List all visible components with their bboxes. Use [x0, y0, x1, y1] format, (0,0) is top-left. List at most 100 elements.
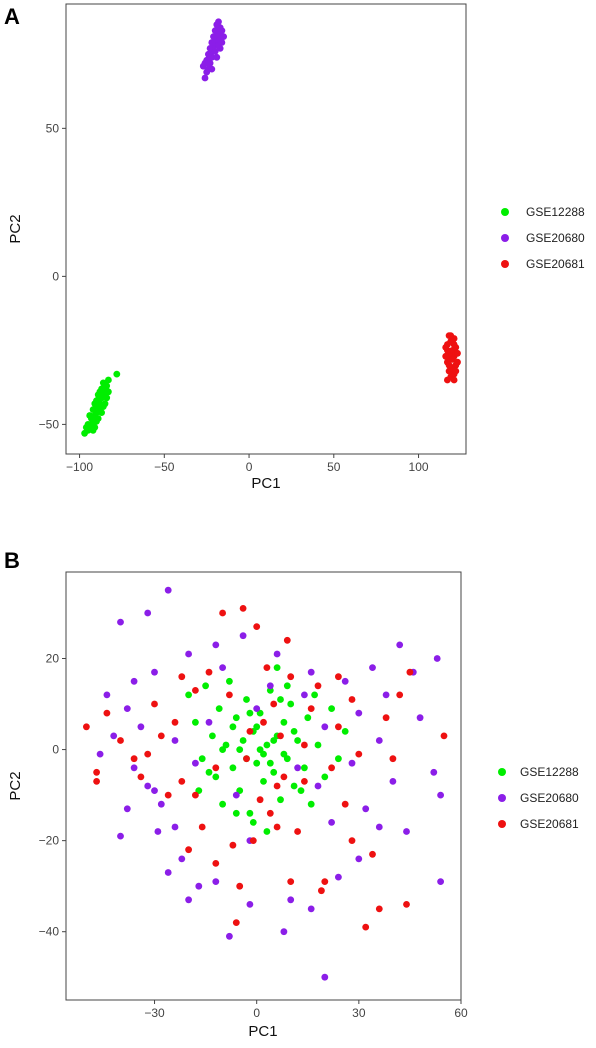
legend-swatch-a-0 — [501, 208, 509, 216]
point-gse12288-23 — [86, 412, 94, 419]
point-gse20681-17 — [226, 691, 233, 699]
point-gse20681-28 — [447, 332, 455, 339]
point-gse20680-24 — [215, 42, 222, 49]
point-gse12288-48 — [229, 723, 237, 731]
panel-label-b: B — [4, 548, 20, 573]
point-gse20680-26 — [185, 650, 193, 658]
point-gse20680-38 — [355, 709, 363, 717]
point-gse12288-17 — [253, 759, 261, 767]
point-gse12288-4 — [209, 732, 216, 740]
point-gse12288-42 — [253, 723, 261, 731]
legend-item-b-1: GSE20680 — [498, 791, 579, 805]
point-gse20680-46 — [355, 855, 363, 863]
legend-item-a-2: GSE20681 — [501, 257, 585, 271]
point-gse20681-30 — [270, 700, 278, 708]
point-gse20680-9 — [96, 750, 104, 758]
point-gse20681-10 — [178, 673, 186, 681]
point-gse20680-0 — [164, 586, 172, 594]
point-gse20681-61 — [212, 764, 220, 772]
legend-label-b-0: GSE12288 — [520, 765, 579, 779]
point-gse20681-29 — [266, 809, 274, 817]
point-gse12288-33 — [314, 741, 322, 749]
point-gse12288-14 — [243, 696, 250, 703]
point-gse20680-37 — [416, 714, 424, 722]
point-gse20681-44 — [341, 800, 349, 808]
point-gse12288-41 — [236, 746, 244, 753]
legend-swatch-b-2 — [498, 820, 506, 828]
point-gse12288-59 — [311, 691, 318, 699]
point-gse12288-15 — [246, 809, 254, 817]
point-gse20681-46 — [355, 750, 363, 758]
point-gse20681-56 — [157, 732, 165, 740]
point-gse20680-1 — [144, 609, 152, 617]
point-gse20680-30 — [307, 668, 315, 676]
point-gse12288-53 — [290, 728, 298, 735]
point-gse20681-22 — [243, 755, 250, 763]
x-tick-label-a-3: 50 — [327, 460, 341, 474]
point-gse20680-57 — [171, 737, 179, 744]
x-tick-label-b-2: 30 — [352, 1006, 366, 1020]
point-gse20680-33 — [396, 641, 404, 649]
point-gse20681-18 — [229, 841, 237, 849]
point-gse20680-25 — [218, 27, 226, 34]
point-gse20681-57 — [144, 750, 152, 758]
plot-frame-a — [65, 3, 467, 455]
point-gse20680-54 — [253, 705, 261, 712]
point-gse12288-40 — [273, 664, 281, 671]
scatter-points-b — [83, 586, 448, 981]
point-gse12288-10 — [229, 764, 237, 772]
point-gse20681-43 — [335, 723, 342, 731]
point-gse12288-22 — [270, 768, 278, 776]
point-gse20681-51 — [389, 755, 397, 763]
point-gse20680-11 — [208, 39, 216, 46]
point-gse20680-24 — [280, 928, 288, 936]
y-tick-label-b-3: 20 — [46, 652, 60, 666]
point-gse20680-56 — [321, 723, 329, 731]
point-gse12288-38 — [249, 819, 257, 826]
point-gse20681-24 — [449, 338, 456, 345]
axis-ticks-a: −100 −50 0 50 100 −50 0 50 — [39, 121, 429, 474]
point-gse20680-61 — [151, 787, 158, 794]
point-gse20680-43 — [362, 805, 370, 813]
x-tick-label-a-0: −100 — [66, 460, 93, 474]
point-gse20681-34 — [283, 636, 291, 644]
point-gse12288-25 — [93, 418, 100, 425]
point-gse12288-24 — [277, 796, 284, 804]
point-gse20681-62 — [301, 741, 308, 749]
point-gse20681-27 — [260, 718, 267, 726]
point-gse12288-1 — [192, 718, 199, 726]
point-gse20680-40 — [430, 768, 438, 776]
point-gse20681-53 — [403, 901, 410, 908]
point-gse20680-41 — [437, 791, 444, 799]
legend-item-b-0: GSE12288 — [498, 765, 579, 779]
legend-swatch-b-0 — [498, 768, 506, 776]
point-gse20680-0 — [201, 74, 209, 82]
point-gse20681-0 — [83, 723, 90, 731]
point-gse20681-9 — [171, 718, 179, 726]
point-gse20680-26 — [208, 65, 216, 73]
legend-b: GSE12288 GSE20680 GSE20681 — [498, 765, 579, 831]
point-gse12288-35 — [82, 424, 90, 431]
point-gse12288-7 — [219, 800, 227, 808]
point-gse20681-16 — [449, 355, 456, 363]
point-gse20680-18 — [215, 18, 222, 26]
point-gse20680-65 — [314, 782, 322, 790]
point-gse20681-13 — [198, 823, 206, 831]
legend-swatch-b-1 — [498, 794, 506, 802]
point-gse20681-20 — [236, 882, 244, 890]
point-gse20681-52 — [396, 691, 404, 699]
point-gse20681-5 — [130, 755, 138, 763]
point-gse12288-46 — [256, 746, 264, 753]
point-gse20681-48 — [369, 850, 376, 858]
point-gse20680-29 — [273, 650, 281, 658]
y-tick-label-b-1: −20 — [39, 834, 60, 848]
point-gse12288-47 — [266, 759, 274, 767]
point-gse20680-18 — [164, 869, 172, 876]
y-tick-label-a-2: 50 — [46, 121, 60, 135]
point-gse12288-32 — [307, 800, 315, 808]
point-gse20681-40 — [318, 887, 325, 895]
point-gse20681-23 — [246, 728, 254, 735]
point-gse12288-27 — [94, 391, 102, 399]
point-gse20681-24 — [249, 837, 257, 844]
